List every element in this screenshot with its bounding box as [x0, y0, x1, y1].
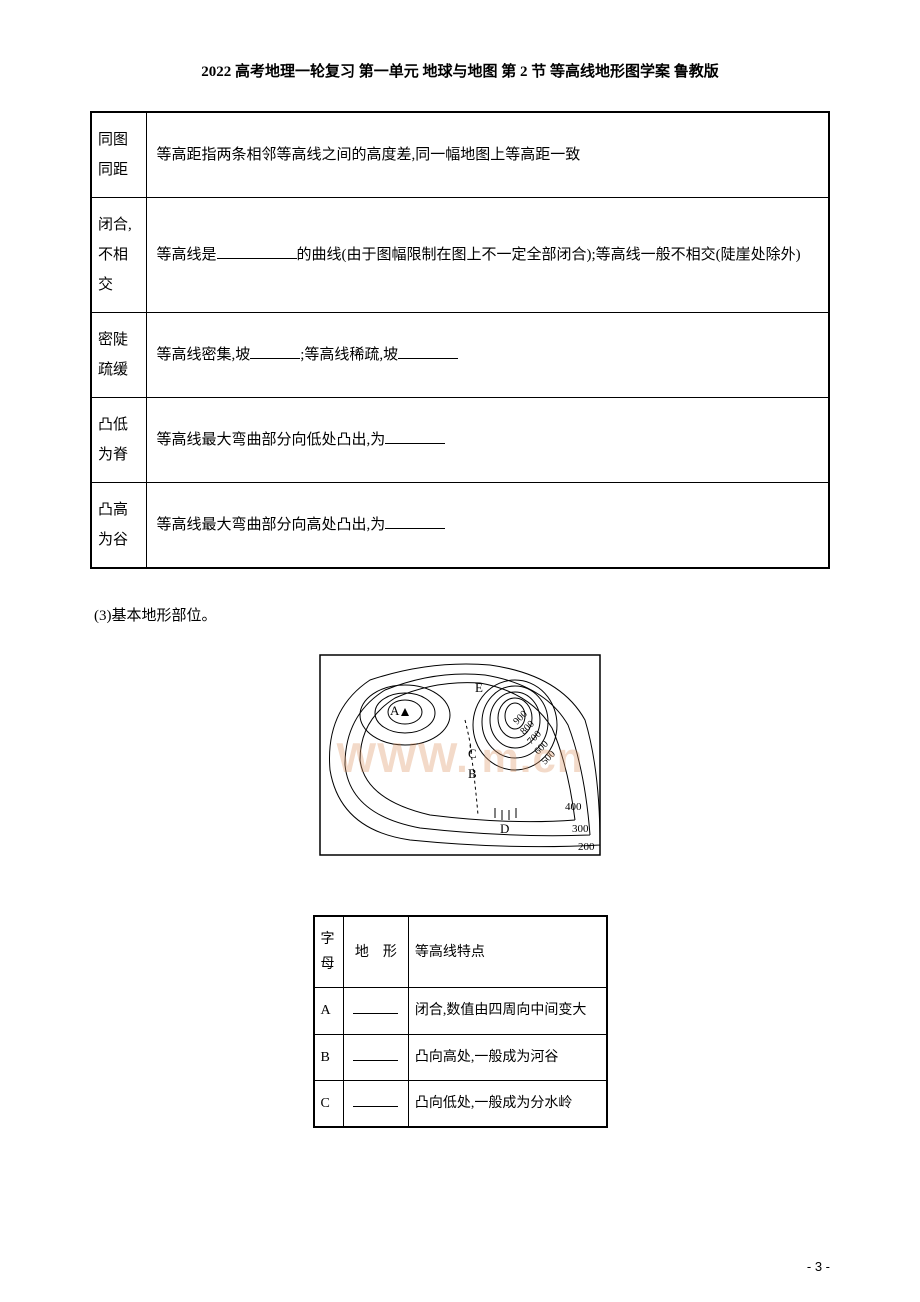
table-row: C 凸向低处,一般成为分水岭: [314, 1080, 607, 1127]
rule-name: 凸高为谷: [91, 483, 146, 569]
text-part: 的曲线(由于图幅限制在图上不一定全部闭合);等高线一般不相交(陡崖处除外): [297, 247, 801, 263]
cell-blank: [343, 1034, 408, 1080]
rule-desc: 等高线最大弯曲部分向高处凸出,为: [146, 483, 829, 569]
text-part: 等高线最大弯曲部分向高处凸出,为: [157, 517, 386, 533]
cell-feature: 闭合,数值由四周向中间变大: [408, 988, 606, 1034]
section-title: (3)基本地形部位。: [90, 604, 830, 625]
svg-text:200: 200: [578, 841, 595, 853]
table-row: 闭合,不相交 等高线是 的曲线(由于图幅限制在图上不一定全部闭合);等高线一般不相…: [91, 198, 829, 313]
rule-name: 闭合,不相交: [91, 198, 146, 313]
blank-field: [250, 358, 300, 359]
table-row: 凸低为脊 等高线最大弯曲部分向低处凸出,为: [91, 398, 829, 483]
rule-desc: 等高线密集,坡 ;等高线稀疏,坡: [146, 313, 829, 398]
label-b: B: [468, 766, 477, 781]
blank-field: [398, 358, 458, 359]
contour-svg: A B C D E 200 300 400 500 600 700 800 90…: [310, 650, 610, 860]
rule-name: 同图同距: [91, 112, 146, 198]
text-part: 等高线是: [157, 247, 217, 263]
table-row: A 闭合,数值由四周向中间变大: [314, 988, 607, 1034]
table-row: 密陡疏缓 等高线密集,坡 ;等高线稀疏,坡: [91, 313, 829, 398]
th-feature: 等高线特点: [408, 916, 606, 988]
rule-desc: 等高线是 的曲线(由于图幅限制在图上不一定全部闭合);等高线一般不相交(陡崖处除外…: [146, 198, 829, 313]
th-letter: 字母: [314, 916, 344, 988]
blank-field: [353, 1060, 398, 1061]
cell-blank: [343, 988, 408, 1034]
blank-field: [385, 443, 445, 444]
table-row: 同图同距 等高距指两条相邻等高线之间的高度差,同一幅地图上等高距一致: [91, 112, 829, 198]
label-c: C: [468, 746, 477, 761]
blank-field: [385, 528, 445, 529]
contour-diagram: WWW. m.cn: [90, 650, 830, 865]
text-part: 等高线最大弯曲部分向低处凸出,为: [157, 432, 386, 448]
svg-text:400: 400: [565, 801, 582, 813]
table-row: B 凸向高处,一般成为河谷: [314, 1034, 607, 1080]
label-e: E: [475, 680, 483, 695]
cell-letter: C: [314, 1080, 344, 1127]
blank-field: [217, 258, 297, 259]
blank-field: [353, 1013, 398, 1014]
table-row: 凸高为谷 等高线最大弯曲部分向高处凸出,为: [91, 483, 829, 569]
th-shape: 地 形: [343, 916, 408, 988]
landform-table: 字母 地 形 等高线特点 A 闭合,数值由四周向中间变大 B 凸向高处,一般成为…: [313, 915, 608, 1128]
rule-name: 凸低为脊: [91, 398, 146, 483]
svg-text:300: 300: [572, 823, 589, 835]
blank-field: [353, 1106, 398, 1107]
text-part: ;等高线稀疏,坡: [300, 347, 398, 363]
rule-desc: 等高线最大弯曲部分向低处凸出,为: [146, 398, 829, 483]
cell-letter: B: [314, 1034, 344, 1080]
page-header: 2022 高考地理一轮复习 第一单元 地球与地图 第 2 节 等高线地形图学案 …: [90, 60, 830, 81]
text-part: 等高线密集,坡: [157, 347, 251, 363]
label-d: D: [500, 821, 509, 836]
cell-feature: 凸向低处,一般成为分水岭: [408, 1080, 606, 1127]
cell-blank: [343, 1080, 408, 1127]
contour-rules-table: 同图同距 等高距指两条相邻等高线之间的高度差,同一幅地图上等高距一致 闭合,不相…: [90, 111, 830, 569]
label-a: A: [390, 703, 400, 718]
rule-desc: 等高距指两条相邻等高线之间的高度差,同一幅地图上等高距一致: [146, 112, 829, 198]
page-number: - 3 -: [807, 1259, 830, 1274]
cell-feature: 凸向高处,一般成为河谷: [408, 1034, 606, 1080]
rule-name: 密陡疏缓: [91, 313, 146, 398]
cell-letter: A: [314, 988, 344, 1034]
table-header-row: 字母 地 形 等高线特点: [314, 916, 607, 988]
